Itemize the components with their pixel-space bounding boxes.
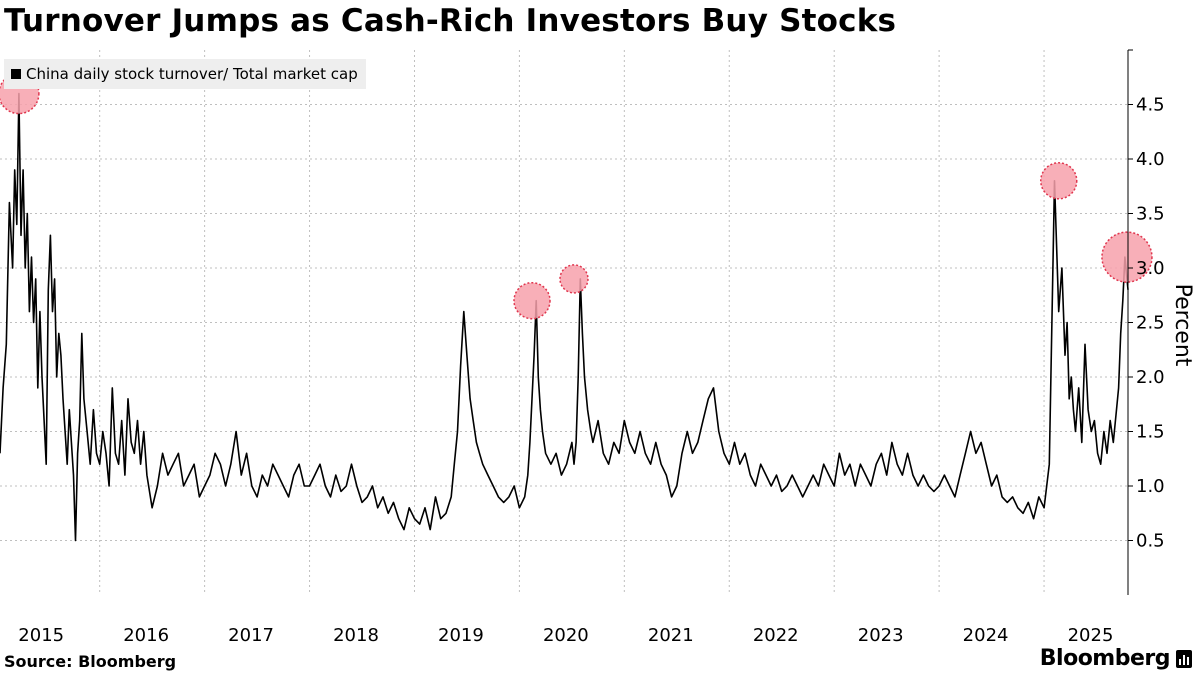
y-tick-label: 4.0 bbox=[1136, 149, 1165, 170]
x-tick-label: 2018 bbox=[333, 625, 379, 646]
x-tick-label: 2019 bbox=[438, 625, 484, 646]
x-tick-label: 2022 bbox=[753, 625, 799, 646]
axis-layer: 0.5 1.0 1.5 2.0 2.5 3.0 3.5 4.0 4.5 2015 2016 2017 2… bbox=[18, 49, 1165, 646]
x-tick-label: 2015 bbox=[18, 625, 64, 646]
chart-title: Turnover Jumps as Cash-Rich Investors Bu… bbox=[4, 3, 897, 39]
grid-layer bbox=[0, 50, 1128, 595]
series-layer bbox=[0, 92, 1129, 542]
highlight-layer bbox=[0, 72, 1153, 320]
brand-logo: Bloomberg bbox=[1040, 646, 1192, 671]
x-tick-label: 2020 bbox=[543, 625, 589, 646]
x-tick-label: 2023 bbox=[858, 625, 904, 646]
legend-label: China daily stock turnover/ Total market… bbox=[26, 65, 358, 83]
y-tick-label: 1.0 bbox=[1136, 476, 1165, 497]
brand-name: Bloomberg bbox=[1039, 646, 1171, 671]
source-note: Source: Bloomberg bbox=[4, 652, 177, 671]
legend-swatch bbox=[11, 69, 21, 79]
highlight-marker bbox=[513, 281, 551, 320]
y-tick-label: 2.0 bbox=[1136, 367, 1165, 388]
highlight-marker bbox=[1101, 231, 1153, 283]
series-line bbox=[0, 92, 1129, 542]
bar-chart-icon bbox=[1176, 649, 1192, 668]
x-tick-label: 2016 bbox=[123, 625, 169, 646]
y-tick-label: 3.5 bbox=[1136, 204, 1165, 225]
y-tick-label: 3.0 bbox=[1136, 258, 1165, 279]
y-axis-label: Percent bbox=[1170, 284, 1195, 367]
y-tick-label: 2.5 bbox=[1136, 313, 1165, 334]
y-tick-label: 4.5 bbox=[1136, 95, 1165, 116]
legend: China daily stock turnover/ Total market… bbox=[4, 59, 366, 89]
y-tick-label: 1.5 bbox=[1136, 422, 1165, 443]
x-tick-label: 2024 bbox=[963, 625, 1009, 646]
highlight-marker bbox=[559, 264, 589, 294]
highlight-marker bbox=[1039, 162, 1078, 200]
x-tick-label: 2021 bbox=[648, 625, 694, 646]
x-tick-label: 2025 bbox=[1068, 625, 1114, 646]
y-tick-label: 0.5 bbox=[1136, 531, 1165, 552]
x-tick-label: 2017 bbox=[228, 625, 274, 646]
